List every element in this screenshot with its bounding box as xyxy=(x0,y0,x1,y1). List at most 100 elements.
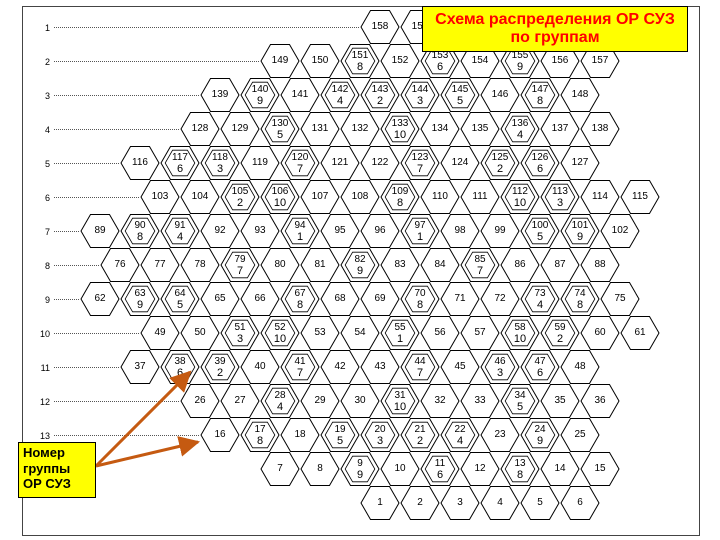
hex-id: 134 xyxy=(432,124,449,134)
hex-id: 9 xyxy=(357,459,363,469)
hex-id: 139 xyxy=(212,90,229,100)
hex-group: 8 xyxy=(517,470,523,481)
hex-cell: 62 xyxy=(80,279,120,319)
hex-id: 2 xyxy=(417,498,423,508)
hex-group: 7 xyxy=(477,266,483,277)
hex-id: 73 xyxy=(534,289,545,299)
hex-id: 93 xyxy=(254,226,265,236)
hex-group: 7 xyxy=(417,368,423,379)
hex-id: 125 xyxy=(492,153,509,163)
hex-id: 67 xyxy=(294,289,305,299)
legend-box: Номер группы ОР СУЗ xyxy=(18,442,96,498)
hex-id: 75 xyxy=(614,294,625,304)
row-leader xyxy=(54,435,199,436)
hex-id: 64 xyxy=(174,289,185,299)
hex-id: 3 xyxy=(457,498,463,508)
row-label: 3 xyxy=(36,91,50,101)
hex-id: 35 xyxy=(554,396,565,406)
hex-group: 10 xyxy=(394,130,406,141)
hex-id: 25 xyxy=(574,430,585,440)
hex-id: 33 xyxy=(474,396,485,406)
hex-group: 3 xyxy=(417,96,423,107)
hex-id: 142 xyxy=(332,85,349,95)
row-label: 6 xyxy=(36,193,50,203)
hex-group: 7 xyxy=(297,164,303,175)
hex-id: 63 xyxy=(134,289,145,299)
hex-group: 8 xyxy=(137,232,143,243)
hex-group: 2 xyxy=(417,436,423,447)
hex-group: 10 xyxy=(274,334,286,345)
hex-id: 21 xyxy=(414,425,425,435)
hex-cell: 7 xyxy=(260,449,300,489)
hex-id: 17 xyxy=(254,425,265,435)
hex-id: 72 xyxy=(494,294,505,304)
hex-id: 102 xyxy=(612,226,629,236)
hex-group: 4 xyxy=(537,300,543,311)
hex-id: 80 xyxy=(274,260,285,270)
hex-cell: 61 xyxy=(620,313,660,353)
hex-id: 61 xyxy=(634,328,645,338)
hex-id: 39 xyxy=(214,357,225,367)
hex-id: 132 xyxy=(352,124,369,134)
hex-id: 129 xyxy=(232,124,249,134)
hex-id: 42 xyxy=(334,362,345,372)
hex-group: 6 xyxy=(437,470,443,481)
row-label: 8 xyxy=(36,261,50,271)
hex-group: 7 xyxy=(417,164,423,175)
hex-group: 5 xyxy=(337,436,343,447)
row-leader xyxy=(54,61,259,62)
hex-id: 27 xyxy=(234,396,245,406)
row-label: 7 xyxy=(36,227,50,237)
hex-id: 148 xyxy=(572,90,589,100)
hex-id: 34 xyxy=(514,391,525,401)
hex-id: 128 xyxy=(192,124,209,134)
title-line2: по группам xyxy=(423,29,687,47)
hex-cell: 37 xyxy=(120,347,160,387)
hex-id: 100 xyxy=(532,221,549,231)
hex-id: 98 xyxy=(454,226,465,236)
hex-id: 55 xyxy=(394,323,405,333)
hex-cell: 8 xyxy=(300,449,340,489)
hex-id: 46 xyxy=(494,357,505,367)
hex-id: 12 xyxy=(474,464,485,474)
hex-id: 104 xyxy=(192,192,209,202)
hex-group: 8 xyxy=(417,300,423,311)
hex-id: 141 xyxy=(292,90,309,100)
hex-group: 10 xyxy=(514,198,526,209)
hex-group: 10 xyxy=(274,198,286,209)
hex-id: 92 xyxy=(214,226,225,236)
hex-id: 97 xyxy=(414,221,425,231)
hex-group: 9 xyxy=(357,470,363,481)
hex-id: 4 xyxy=(497,498,503,508)
hex-id: 85 xyxy=(474,255,485,265)
hex-group: 6 xyxy=(537,164,543,175)
hex-group: 5 xyxy=(277,130,283,141)
hex-id: 121 xyxy=(332,158,349,168)
hex-group: 8 xyxy=(577,300,583,311)
row-label: 2 xyxy=(36,57,50,67)
legend-line2: группы xyxy=(23,461,91,477)
hex-id: 118 xyxy=(212,153,228,163)
hex-group: 1 xyxy=(417,232,423,243)
hex-group: 2 xyxy=(557,334,563,345)
hex-id: 13 xyxy=(514,459,525,469)
hex-id: 123 xyxy=(412,153,429,163)
hex-id: 56 xyxy=(434,328,445,338)
hex-id: 7 xyxy=(277,464,283,474)
hex-id: 110 xyxy=(432,192,448,202)
hex-id: 126 xyxy=(532,153,549,163)
hex-id: 91 xyxy=(174,221,185,231)
hex-id: 30 xyxy=(354,396,365,406)
row-label: 10 xyxy=(36,329,50,339)
hex-id: 22 xyxy=(454,425,465,435)
hex-id: 40 xyxy=(254,362,265,372)
hex-group: 8 xyxy=(357,62,363,73)
hex-group: 8 xyxy=(537,96,543,107)
hex-id: 90 xyxy=(134,221,145,231)
hex-group: 6 xyxy=(177,368,183,379)
row-label: 1 xyxy=(36,23,50,33)
hex-id: 117 xyxy=(172,153,188,163)
hex-id: 95 xyxy=(334,226,345,236)
hex-cell: 1 xyxy=(360,483,400,523)
hex-id: 37 xyxy=(134,362,145,372)
